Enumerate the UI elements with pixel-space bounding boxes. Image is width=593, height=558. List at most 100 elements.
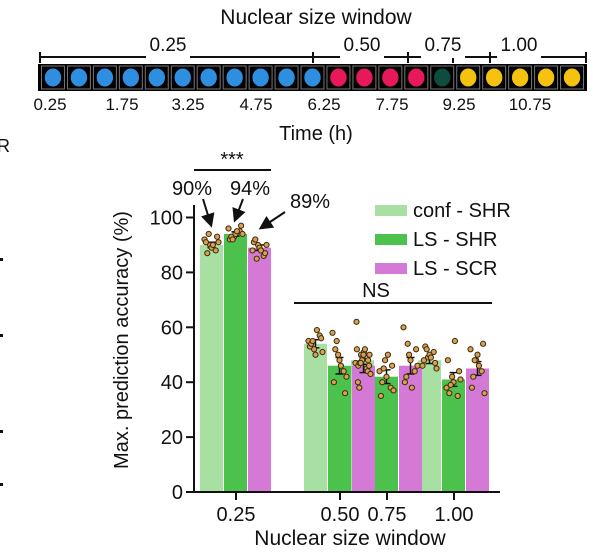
data-point	[215, 239, 222, 246]
sig-label-stars: ***	[220, 149, 244, 171]
data-point	[419, 362, 426, 369]
data-point	[342, 390, 349, 397]
data-point	[204, 250, 211, 257]
nucleus-cell	[200, 68, 217, 87]
data-point	[225, 225, 232, 232]
data-point	[249, 247, 256, 254]
callout-conf: 90%	[172, 178, 212, 200]
window-labels: 0.25 0.50 0.75 1.00	[146, 35, 541, 58]
data-point	[335, 351, 342, 358]
bar	[442, 379, 465, 492]
data-point	[475, 362, 482, 369]
data-point	[456, 368, 463, 375]
callouts: 90% 94% 89%	[172, 178, 330, 230]
bar	[224, 233, 247, 492]
nucleus-cell	[330, 68, 347, 87]
data-point	[311, 346, 318, 353]
nucleus-cell	[122, 68, 140, 87]
x-ticks: 0.25 0.50 0.75 1.00	[217, 492, 473, 526]
sig-label-ns: NS	[362, 280, 390, 302]
callout-ls-scr: 89%	[290, 191, 330, 213]
data-point	[480, 340, 487, 347]
data-point	[401, 379, 408, 386]
nucleus-cell	[382, 68, 399, 87]
bar	[200, 244, 223, 492]
data-point	[454, 392, 461, 400]
x-tick-label: 0.25	[217, 504, 256, 526]
data-point	[443, 384, 450, 391]
time-tick: 3.25	[171, 95, 204, 114]
data-point	[361, 346, 368, 353]
y-ticks: 0 20 40 60 80 100	[150, 208, 194, 504]
bar	[418, 360, 441, 492]
nucleus-cell	[278, 68, 295, 87]
time-tick: 9.25	[442, 95, 475, 114]
arrow-ls-shr	[232, 198, 246, 223]
data-point	[447, 381, 454, 389]
time-tick: 4.75	[239, 95, 272, 114]
data-point	[400, 324, 407, 331]
bar	[399, 365, 422, 492]
data-point	[312, 351, 319, 358]
data-point	[380, 365, 387, 372]
data-point	[413, 346, 420, 353]
edge-marks	[0, 258, 3, 486]
nucleus-cell	[96, 68, 114, 87]
y-tick-label: 100	[150, 208, 183, 230]
time-ticks: 0.25 1.75 3.25 4.75 6.25 7.75 9.25 10.75	[33, 95, 551, 114]
data-point	[481, 390, 488, 397]
data-point	[468, 384, 475, 391]
data-point	[353, 318, 360, 325]
bar	[466, 368, 489, 492]
data-point	[423, 346, 430, 353]
nucleus-cell	[70, 68, 88, 87]
data-point	[343, 373, 350, 380]
nucleus-cell	[304, 68, 321, 87]
data-point	[330, 379, 337, 386]
data-point	[478, 368, 485, 375]
nucleus-cell	[563, 68, 581, 87]
bar	[352, 365, 375, 492]
data-point	[471, 357, 478, 364]
data-point	[212, 247, 219, 254]
data-point	[263, 241, 270, 249]
data-point	[239, 230, 246, 238]
data-point	[432, 359, 439, 367]
legend-swatch-ls-scr	[375, 263, 407, 274]
data-point	[253, 255, 260, 262]
time-tick: 10.75	[509, 95, 552, 114]
data-point	[457, 376, 464, 383]
bar	[304, 343, 327, 492]
window-label-0: 0.25	[150, 35, 187, 56]
x-axis-label: Nuclear size window	[254, 527, 446, 550]
legend-label-ls-scr: LS - SCR	[413, 258, 497, 280]
nucleus-cell	[252, 68, 269, 87]
data-point	[367, 370, 374, 378]
data-point	[318, 335, 325, 342]
data-point	[444, 357, 451, 364]
nucleus-cell	[44, 68, 62, 87]
data-point	[336, 357, 343, 364]
data-point	[353, 346, 360, 353]
y-tick-label: 80	[161, 262, 183, 284]
top-panel: Nuclear size window 0.25 0.50 0.75 1.00 …	[33, 6, 587, 145]
data-point	[354, 379, 361, 386]
nucleus-cell	[460, 68, 477, 87]
y-tick-label: 20	[161, 427, 183, 449]
y-tick-label: 40	[161, 372, 183, 394]
data-point	[340, 368, 347, 375]
nucleus-cell	[408, 68, 425, 87]
data-point	[209, 241, 216, 249]
data-point	[337, 362, 344, 369]
nucleus-cell	[148, 68, 165, 87]
edge-letter: R	[0, 136, 10, 156]
data-point	[408, 384, 415, 391]
window-label-3: 1.00	[501, 35, 538, 56]
arrow-ls-scr	[258, 211, 286, 230]
data-point	[356, 384, 363, 391]
data-point	[332, 346, 339, 353]
arrow-conf	[201, 198, 215, 228]
sig-bracket-0.25: ***	[194, 149, 271, 171]
bars	[200, 233, 489, 492]
data-point	[379, 379, 386, 386]
